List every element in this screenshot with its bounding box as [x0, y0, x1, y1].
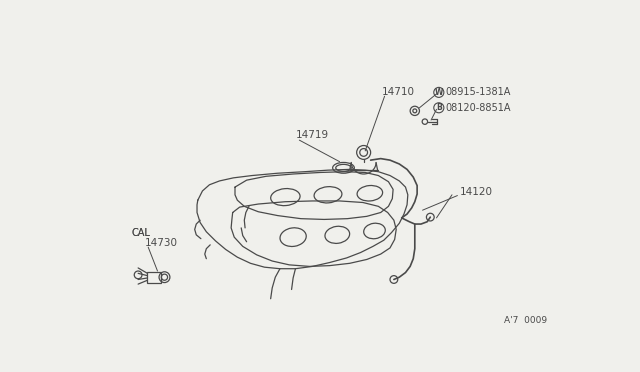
Text: 14710: 14710	[382, 87, 415, 97]
Text: CAL: CAL	[132, 228, 151, 237]
Text: B: B	[436, 103, 442, 112]
Text: 08915-1381A: 08915-1381A	[445, 87, 511, 97]
Text: 14730: 14730	[145, 238, 177, 248]
Bar	[147, 272, 161, 283]
Text: 08120-8851A: 08120-8851A	[445, 103, 511, 113]
Text: CAL: CAL	[132, 228, 151, 237]
Text: 14719: 14719	[296, 131, 328, 141]
Text: 14120: 14120	[460, 187, 493, 198]
Text: A'7  0009: A'7 0009	[504, 316, 547, 325]
Text: W: W	[435, 88, 443, 97]
